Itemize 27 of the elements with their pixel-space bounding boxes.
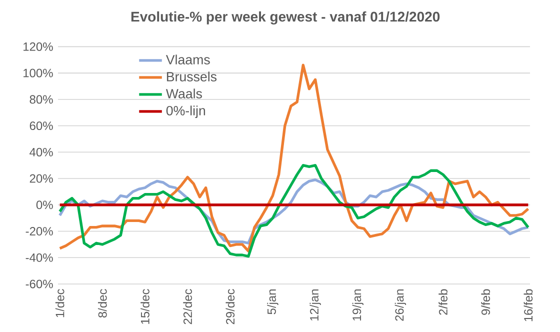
x-tick-label: 15/dec [140, 289, 150, 324]
y-tick-label: 60% [30, 122, 53, 130]
y-tick-label: -40% [26, 253, 53, 262]
y-tick-label: 0% [36, 200, 53, 210]
legend-label: Waals [166, 88, 202, 98]
x-tick-label: 9/feb [481, 289, 490, 315]
y-tick-label: -60% [26, 280, 53, 288]
y-tick-label: -20% [26, 227, 53, 236]
legend-label: 0%-lijn [166, 106, 206, 118]
x-tick-label: 29/dec [226, 289, 235, 324]
x-tick-label: 19/jan [352, 289, 364, 320]
y-tick-label: 20% [30, 174, 53, 183]
x-tick-label: 8/dec [98, 289, 107, 318]
x-tick-label: 22/dec [183, 289, 192, 324]
y-tick-label: 120% [24, 42, 53, 51]
x-tick-label: 16/feb [524, 289, 533, 322]
x-tick-label: 5/jan [267, 289, 278, 314]
y-tick-label: 40% [30, 148, 53, 156]
x-tick-label: 2/feb [438, 289, 448, 315]
y-tick-label: 80% [30, 95, 53, 104]
legend-label: Brussels [166, 72, 217, 82]
x-tick-label: 12/jan [310, 289, 321, 320]
chart-title: Evolutie-% per week gewest - vanaf 01/12/2020 [131, 11, 440, 24]
legend-label: Vlaams [166, 54, 210, 64]
x-tick-label: 26/jan [394, 289, 406, 321]
y-tick-label: 100% [24, 68, 53, 78]
x-tick-label: 1/dec [55, 289, 64, 318]
